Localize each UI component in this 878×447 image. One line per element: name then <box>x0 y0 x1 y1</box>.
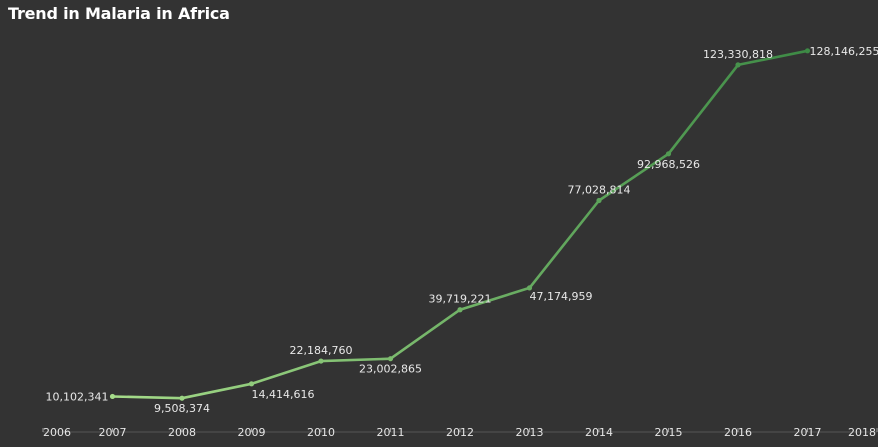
series-line <box>111 49 809 400</box>
data-point[interactable] <box>109 393 116 400</box>
x-tick-label: 2012 <box>446 426 474 439</box>
data-label: 23,002,865 <box>359 363 422 376</box>
x-tick-label: 2015 <box>655 426 683 439</box>
data-label: 123,330,818 <box>703 48 773 61</box>
x-tick-label: 2009 <box>238 426 266 439</box>
data-point[interactable] <box>526 285 533 291</box>
data-label: 22,184,760 <box>290 344 353 357</box>
data-point[interactable] <box>665 151 672 157</box>
data-point[interactable] <box>179 395 185 401</box>
data-label: 39,719,221 <box>429 293 492 306</box>
data-point[interactable] <box>318 358 324 364</box>
data-point[interactable] <box>248 381 255 387</box>
data-point[interactable] <box>804 48 811 54</box>
x-tick-label: 2018 <box>848 426 876 439</box>
x-tick-label: 2014 <box>585 426 613 439</box>
x-axis: 2006 2007 2008 2009 2010 2011 2012 2013 2014 2015… <box>42 426 878 439</box>
data-label: 47,174,959 <box>530 290 593 303</box>
data-label: 77,028,814 <box>568 183 631 196</box>
data-point[interactable] <box>596 197 602 204</box>
x-tick-label: 2008 <box>168 426 196 439</box>
data-point[interactable] <box>735 62 741 68</box>
data-label: 14,414,616 <box>252 388 315 401</box>
data-point[interactable] <box>387 356 394 362</box>
x-tick-label: 2007 <box>99 426 127 439</box>
data-labels: 10,102,341 9,508,374 14,414,616 22,184,760 2… <box>46 45 878 415</box>
x-tick-label: 2010 <box>307 426 335 439</box>
data-point[interactable] <box>457 307 463 313</box>
data-label: 92,968,526 <box>637 158 700 171</box>
data-label: 128,146,255 <box>810 45 878 58</box>
x-tick-label: 2016 <box>724 426 752 439</box>
data-label: 10,102,341 <box>46 390 109 403</box>
x-tick-label: 2006 <box>43 426 71 439</box>
x-tick-label: 2017 <box>794 426 822 439</box>
x-tick-label: 2011 <box>377 426 405 439</box>
series-line-group <box>111 49 809 400</box>
data-points <box>109 48 811 401</box>
data-label: 9,508,374 <box>154 402 210 415</box>
chart-title: Trend in Malaria in Africa <box>8 4 230 23</box>
x-tick-label: 2013 <box>516 426 544 439</box>
